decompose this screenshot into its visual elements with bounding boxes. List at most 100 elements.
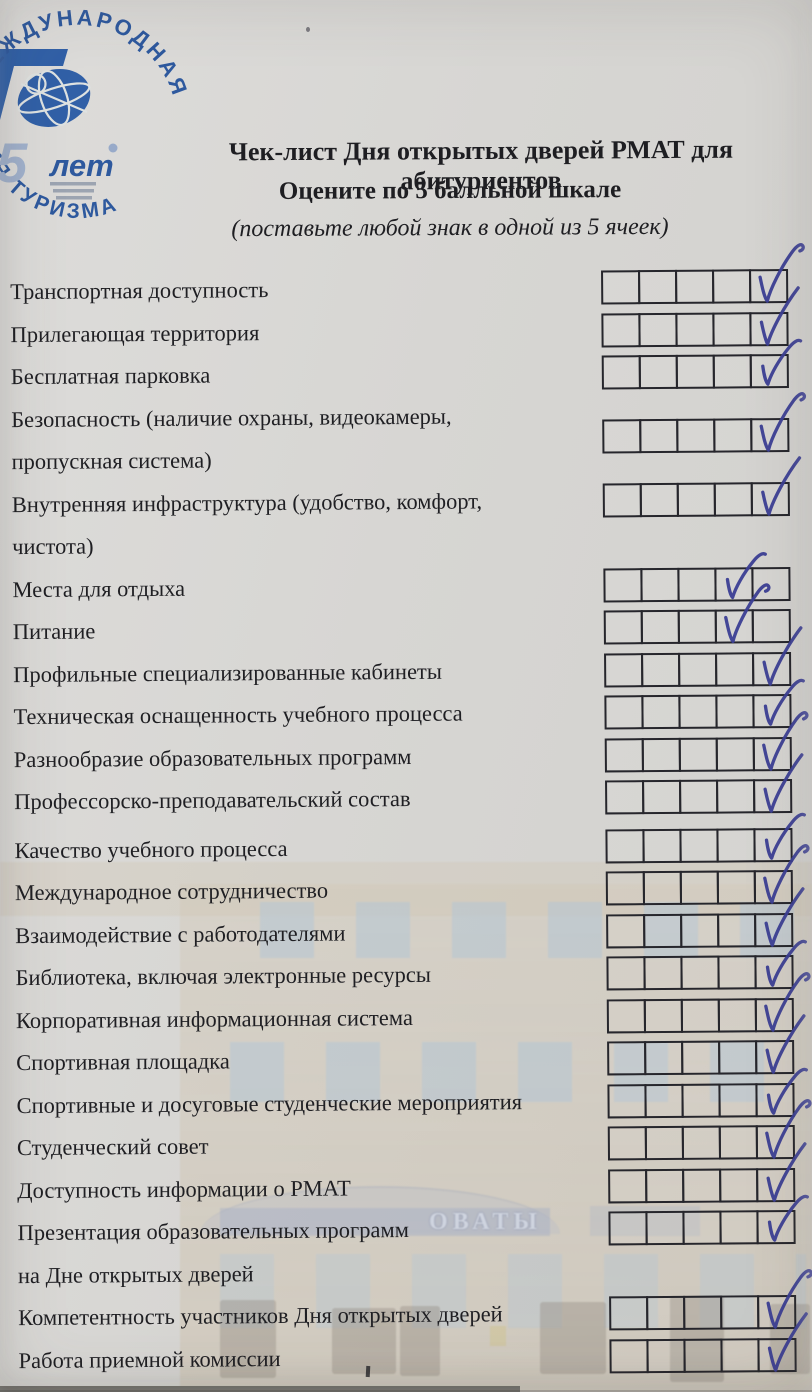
rating-cell-1[interactable]: [601, 312, 641, 347]
rating-cell-1[interactable]: [607, 1126, 648, 1161]
rating-cell-5[interactable]: [753, 812, 806, 862]
rating-cell-4[interactable]: [714, 583, 771, 644]
rating-cell-2[interactable]: [645, 1210, 685, 1246]
rating-cell-4[interactable]: [717, 997, 758, 1033]
rating-cell-2[interactable]: [645, 1168, 685, 1203]
rating-cell-3[interactable]: [681, 1040, 721, 1075]
rating-cell-1[interactable]: [607, 1041, 647, 1076]
rating-cell-4[interactable]: [718, 1040, 758, 1075]
rating-cell-5[interactable]: [750, 391, 807, 452]
rating-cell-3[interactable]: [677, 567, 717, 602]
rating-cell-3[interactable]: [678, 737, 718, 772]
rating-cell-5[interactable]: [753, 844, 810, 905]
rating-cell-5[interactable]: [749, 243, 805, 304]
rating-cell-1[interactable]: [609, 1338, 649, 1373]
rating-cell-2[interactable]: [643, 998, 684, 1033]
rating-cell-1[interactable]: [609, 1296, 649, 1331]
rating-cell-4[interactable]: [716, 779, 756, 814]
rating-cell-5[interactable]: [749, 285, 800, 346]
rating-cell-4[interactable]: [718, 1082, 758, 1118]
rating-cell-4[interactable]: [713, 481, 753, 517]
rating-cell-1[interactable]: [608, 1168, 648, 1203]
rating-cell-5[interactable]: [750, 455, 802, 516]
rating-cell-4[interactable]: [714, 551, 767, 602]
rating-cell-2[interactable]: [640, 567, 680, 602]
rating-cell-1[interactable]: [604, 652, 644, 687]
rating-cell-5[interactable]: [756, 1141, 807, 1202]
rating-cell-1[interactable]: [605, 780, 645, 815]
rating-cell-5[interactable]: [757, 1311, 808, 1372]
rating-cell-3[interactable]: [682, 1210, 722, 1245]
rating-cell-3[interactable]: [678, 652, 718, 687]
rating-cell-1[interactable]: [602, 418, 642, 453]
rating-cell-3[interactable]: [683, 1338, 723, 1373]
rating-cell-3[interactable]: [680, 998, 721, 1033]
rating-cell-3[interactable]: [680, 955, 720, 990]
rating-cell-2[interactable]: [644, 1083, 684, 1118]
rating-cell-1[interactable]: [606, 998, 647, 1033]
rating-cell-4[interactable]: [712, 311, 752, 347]
rating-cell-2[interactable]: [642, 828, 682, 863]
rating-cell-2[interactable]: [642, 779, 682, 815]
rating-cell-4[interactable]: [717, 912, 757, 948]
rating-cell-5[interactable]: [753, 753, 804, 814]
rating-cell-4[interactable]: [716, 827, 756, 863]
rating-cell-2[interactable]: [644, 1125, 685, 1161]
rating-cell-3[interactable]: [683, 1295, 723, 1330]
rating-cell-5[interactable]: [752, 678, 805, 729]
rating-cell-4[interactable]: [715, 651, 755, 687]
rating-cell-5[interactable]: [755, 1099, 812, 1160]
rating-cell-2[interactable]: [641, 694, 681, 730]
rating-cell-4[interactable]: [719, 1210, 759, 1245]
rating-cell-4[interactable]: [720, 1295, 760, 1330]
rating-cell-2[interactable]: [643, 913, 683, 948]
rating-cell-4[interactable]: [720, 1337, 760, 1373]
rating-cell-3[interactable]: [675, 354, 715, 389]
rating-cell-1[interactable]: [603, 610, 643, 645]
rating-cell-4[interactable]: [715, 736, 755, 772]
rating-cell-3[interactable]: [679, 828, 719, 863]
rating-cell-2[interactable]: [646, 1295, 686, 1331]
rating-cell-3[interactable]: [679, 870, 720, 905]
rating-cell-5[interactable]: [754, 886, 805, 947]
rating-cell-3[interactable]: [675, 269, 715, 304]
rating-cell-1[interactable]: [601, 355, 641, 390]
rating-cell-2[interactable]: [642, 870, 683, 906]
rating-cell-1[interactable]: [602, 482, 642, 517]
rating-cell-1[interactable]: [606, 913, 646, 948]
rating-cell-3[interactable]: [676, 418, 716, 453]
rating-cell-5[interactable]: [752, 710, 809, 771]
rating-cell-5[interactable]: [756, 1194, 809, 1245]
rating-cell-2[interactable]: [638, 312, 678, 347]
rating-cell-3[interactable]: [677, 609, 717, 644]
rating-cell-2[interactable]: [641, 737, 681, 772]
rating-cell-5[interactable]: [752, 625, 803, 686]
rating-cell-1[interactable]: [605, 828, 645, 863]
rating-cell-2[interactable]: [638, 354, 678, 390]
rating-cell-2[interactable]: [639, 418, 679, 453]
rating-cell-5[interactable]: [754, 971, 811, 1032]
rating-cell-4[interactable]: [712, 354, 752, 389]
rating-cell-5[interactable]: [755, 1067, 808, 1117]
rating-cell-4[interactable]: [713, 417, 753, 453]
rating-cell-4[interactable]: [712, 269, 752, 304]
rating-cell-3[interactable]: [679, 779, 719, 814]
rating-cell-3[interactable]: [681, 1083, 721, 1118]
rating-cell-1[interactable]: [606, 956, 646, 991]
rating-cell-5[interactable]: [755, 1014, 806, 1075]
rating-cell-3[interactable]: [678, 694, 718, 729]
rating-cell-1[interactable]: [605, 871, 646, 906]
rating-cell-1[interactable]: [603, 567, 643, 602]
rating-cell-4[interactable]: [717, 955, 757, 990]
rating-cell-3[interactable]: [681, 1125, 722, 1160]
rating-cell-3[interactable]: [680, 913, 720, 948]
rating-cell-2[interactable]: [641, 652, 681, 687]
rating-cell-5[interactable]: [757, 1269, 812, 1330]
rating-cell-2[interactable]: [646, 1338, 686, 1373]
rating-cell-5[interactable]: [749, 338, 803, 389]
rating-cell-3[interactable]: [676, 482, 716, 517]
rating-cell-1[interactable]: [607, 1083, 647, 1118]
rating-cell-3[interactable]: [682, 1168, 722, 1203]
rating-cell-1[interactable]: [604, 737, 644, 772]
rating-cell-1[interactable]: [601, 270, 641, 305]
